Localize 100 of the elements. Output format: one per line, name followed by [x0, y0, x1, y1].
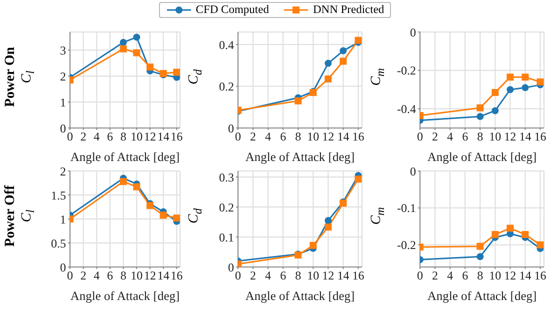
x-tick-label: 4: [94, 130, 100, 144]
y-tick-label: -0.1: [397, 201, 416, 216]
point: [146, 64, 154, 71]
x-tick-label: 16: [170, 130, 183, 144]
y-tick-label: 1: [60, 95, 66, 110]
point: [133, 34, 140, 41]
x-tick-label: 4: [265, 130, 272, 144]
text: Power On: [3, 46, 19, 108]
point: [492, 107, 499, 114]
point: [476, 253, 484, 260]
x-tick-label: 8: [295, 130, 302, 144]
point: [522, 84, 529, 92]
y-tick-label: -0.4: [397, 102, 416, 116]
x-tick-label: 6: [107, 130, 113, 144]
point: [133, 49, 140, 56]
x-tick-label: 2: [80, 268, 86, 283]
x-axis-title: Angle of Attack [deg]: [70, 289, 180, 303]
x-tick-label: 12: [144, 130, 156, 144]
x-tick-label: 8: [120, 268, 126, 283]
point: [506, 86, 514, 94]
point: [492, 231, 499, 238]
x-tick-label: 4: [94, 268, 100, 283]
y-tick-label: 0.3: [219, 170, 234, 184]
x-tick-label: 14: [157, 268, 170, 283]
point: [536, 78, 544, 86]
x-tick-label: 12: [504, 268, 516, 283]
y-tick-label: 0.4: [219, 38, 234, 52]
point: [340, 58, 347, 65]
x-tick-label: 14: [519, 130, 532, 144]
point: [506, 74, 514, 81]
x-tick-label: 6: [107, 268, 113, 283]
x-tick-label: 6: [280, 130, 286, 144]
point: [506, 224, 514, 232]
point: [120, 45, 127, 52]
x-tick-label: 10: [307, 130, 320, 144]
x-tick-label: 10: [130, 268, 143, 283]
point: [476, 112, 484, 120]
y-tick-label: 0.1: [219, 230, 234, 244]
point: [120, 178, 127, 186]
x-tick-label: 8: [295, 268, 302, 283]
point: [160, 212, 167, 219]
point: [120, 38, 127, 46]
x-tick-label: 6: [462, 130, 468, 144]
legend-label: DNN Predicted: [312, 4, 384, 16]
x-tick-label: 14: [337, 130, 350, 144]
point: [173, 214, 180, 222]
x-tick-label: 8: [477, 268, 484, 283]
y-tick-label: 0.5: [51, 236, 66, 250]
legend-label: CFD Computed: [196, 4, 269, 16]
x-tick-label: 4: [447, 130, 454, 144]
x-tick-label: 16: [352, 130, 364, 144]
point: [133, 183, 140, 190]
y-tick-label: -0.2: [397, 64, 416, 78]
x-tick-label: 2: [250, 268, 256, 283]
y-tick-label: 3: [60, 43, 66, 58]
x-axis-title: Angle of Attack [deg]: [427, 150, 537, 164]
x-axis-title: Angle of Attack [deg]: [245, 150, 355, 164]
y-tick-label: 0.2: [219, 80, 234, 94]
point: [324, 75, 332, 82]
y-tick-label: 0: [410, 164, 416, 178]
x-tick-label: 8: [477, 130, 484, 144]
x-tick-label: 12: [144, 268, 156, 283]
y-tick-label: 2: [60, 69, 66, 84]
x-axis-title: Angle of Attack [deg]: [427, 289, 537, 303]
x-tick-label: 12: [322, 130, 334, 144]
x-tick-label: 12: [504, 130, 516, 144]
x-tick-label: 14: [157, 130, 170, 144]
y-tick-label: 1: [60, 212, 66, 226]
point: [476, 242, 484, 250]
x-tick-label: 16: [534, 130, 546, 144]
x-tick-label: 2: [432, 130, 438, 144]
x-tick-label: 16: [534, 268, 546, 283]
text: Power Off: [3, 185, 19, 247]
x-tick-label: 12: [322, 268, 334, 283]
point: [492, 88, 499, 96]
x-tick-label: 6: [280, 268, 286, 283]
x-tick-label: 2: [80, 130, 86, 144]
x-tick-label: 10: [130, 130, 143, 144]
y-tick-label: 2: [60, 164, 66, 178]
x-tick-label: 14: [337, 268, 350, 283]
x-tick-label: 10: [489, 130, 502, 144]
x-tick-label: 16: [170, 268, 183, 283]
x-tick-label: 8: [120, 130, 126, 144]
point: [354, 176, 362, 183]
x-tick-label: 14: [519, 268, 532, 283]
y-tick-label: 0: [410, 25, 416, 40]
point: [294, 97, 302, 104]
point: [340, 47, 347, 54]
x-tick-label: 6: [462, 268, 468, 283]
x-tick-label: 10: [307, 268, 320, 283]
y-tick-label: 1.5: [51, 188, 66, 202]
point: [324, 217, 332, 224]
x-axis-title: Angle of Attack [deg]: [70, 150, 180, 164]
x-axis-title: Angle of Attack [deg]: [245, 289, 355, 303]
x-tick-label: 10: [489, 268, 502, 283]
y-tick-label: 0.2: [219, 200, 234, 214]
point: [324, 60, 332, 67]
x-tick-label: 2: [432, 268, 438, 283]
point: [324, 224, 332, 231]
x-tick-label: 4: [447, 268, 454, 283]
